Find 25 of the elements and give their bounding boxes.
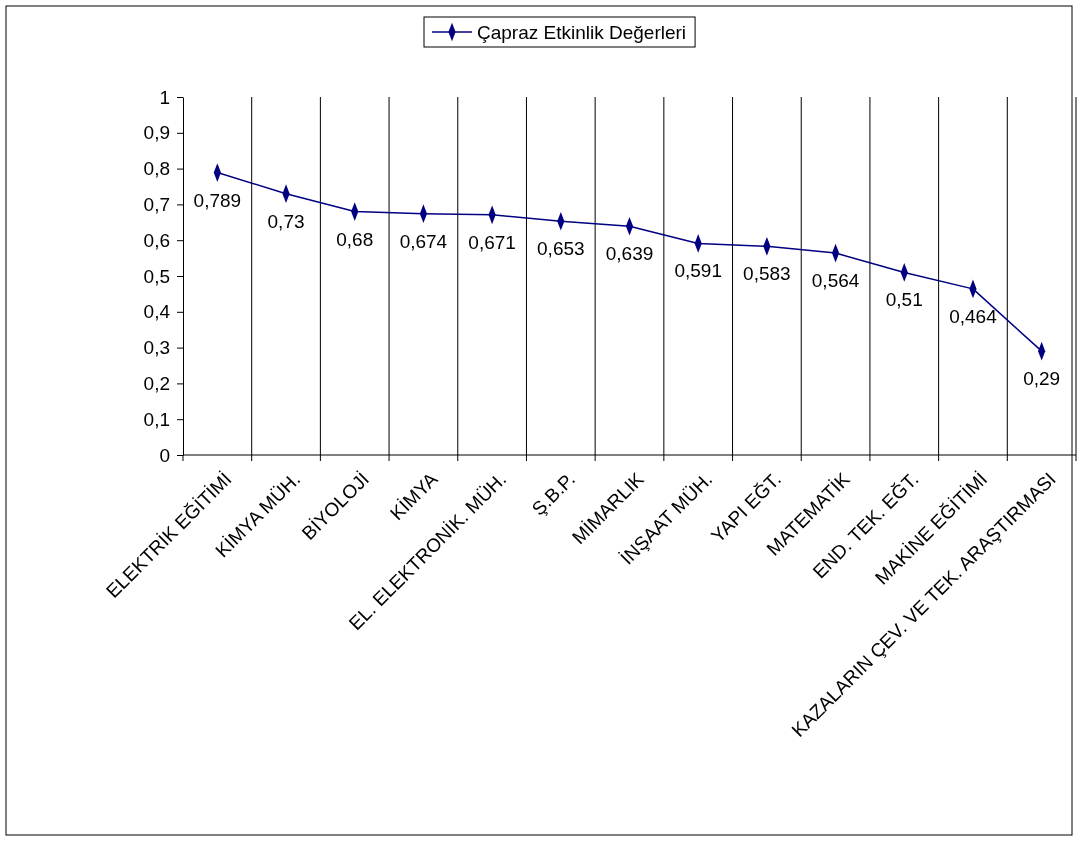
y-tick-label: 0,8 bbox=[143, 158, 170, 180]
y-tick-label: 0 bbox=[159, 444, 170, 466]
y-tick-label: 0,1 bbox=[143, 408, 170, 430]
data-label: 0,51 bbox=[885, 289, 923, 311]
data-label: 0,29 bbox=[1023, 368, 1061, 390]
y-tick-label: 0,2 bbox=[143, 372, 170, 394]
data-label: 0,591 bbox=[674, 260, 722, 282]
data-label: 0,464 bbox=[949, 305, 998, 327]
y-tick-label: 0,9 bbox=[143, 122, 170, 144]
data-label: 0,653 bbox=[537, 238, 585, 260]
legend-label: Çapraz Etkinlik Değerleri bbox=[477, 22, 687, 43]
y-tick-label: 1 bbox=[159, 86, 170, 108]
data-label: 0,789 bbox=[193, 189, 242, 211]
y-tick-label: 0,3 bbox=[143, 337, 170, 359]
data-label: 0,639 bbox=[605, 243, 654, 265]
y-tick-label: 0,7 bbox=[143, 193, 170, 215]
data-label: 0,564 bbox=[811, 270, 860, 292]
data-label: 0,583 bbox=[743, 263, 791, 285]
y-tick-label: 0,5 bbox=[143, 265, 170, 287]
data-label: 0,674 bbox=[399, 230, 448, 252]
y-tick-label: 0,6 bbox=[143, 229, 170, 251]
data-label: 0,671 bbox=[468, 231, 516, 253]
y-tick-label: 0,4 bbox=[143, 301, 171, 323]
data-label: 0,68 bbox=[336, 228, 374, 250]
data-label: 0,73 bbox=[267, 210, 305, 232]
